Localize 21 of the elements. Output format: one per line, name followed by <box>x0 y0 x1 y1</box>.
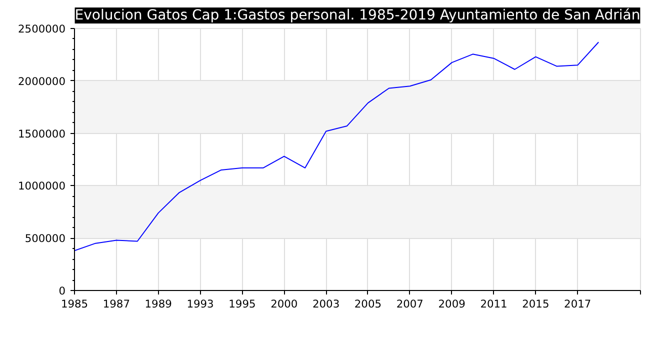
x-tick-label: 2015 <box>522 298 550 310</box>
x-tick-label: 1985 <box>60 298 88 310</box>
x-tick-label: 2003 <box>312 298 340 310</box>
x-tick-label: 1987 <box>102 298 130 310</box>
x-tick-label: 2011 <box>480 298 508 310</box>
x-tick-label: 2005 <box>354 298 382 310</box>
x-tick-label: 1989 <box>144 298 172 310</box>
chart-title: Evolucion Gatos Cap 1:Gastos personal. 1985-2019 Ayuntamiento de San Adrián <box>74 8 640 24</box>
y-tick-label: 0 <box>58 284 66 298</box>
x-tick-label: 2007 <box>396 298 424 310</box>
x-tick-label: 2000 <box>270 298 298 310</box>
y-tick-label: 1000000 <box>18 180 66 193</box>
x-tick-label: 1995 <box>228 298 256 310</box>
x-tick-label: 2009 <box>438 298 466 310</box>
y-tick-label: 1500000 <box>18 127 66 140</box>
line-series <box>74 42 600 252</box>
y-tick-label: 2500000 <box>18 22 66 36</box>
y-tick-label: 500000 <box>24 232 66 246</box>
y-tick-label: 2000000 <box>18 74 66 88</box>
x-tick-label: 1993 <box>186 298 214 310</box>
x-tick-label: 2017 <box>564 298 592 310</box>
